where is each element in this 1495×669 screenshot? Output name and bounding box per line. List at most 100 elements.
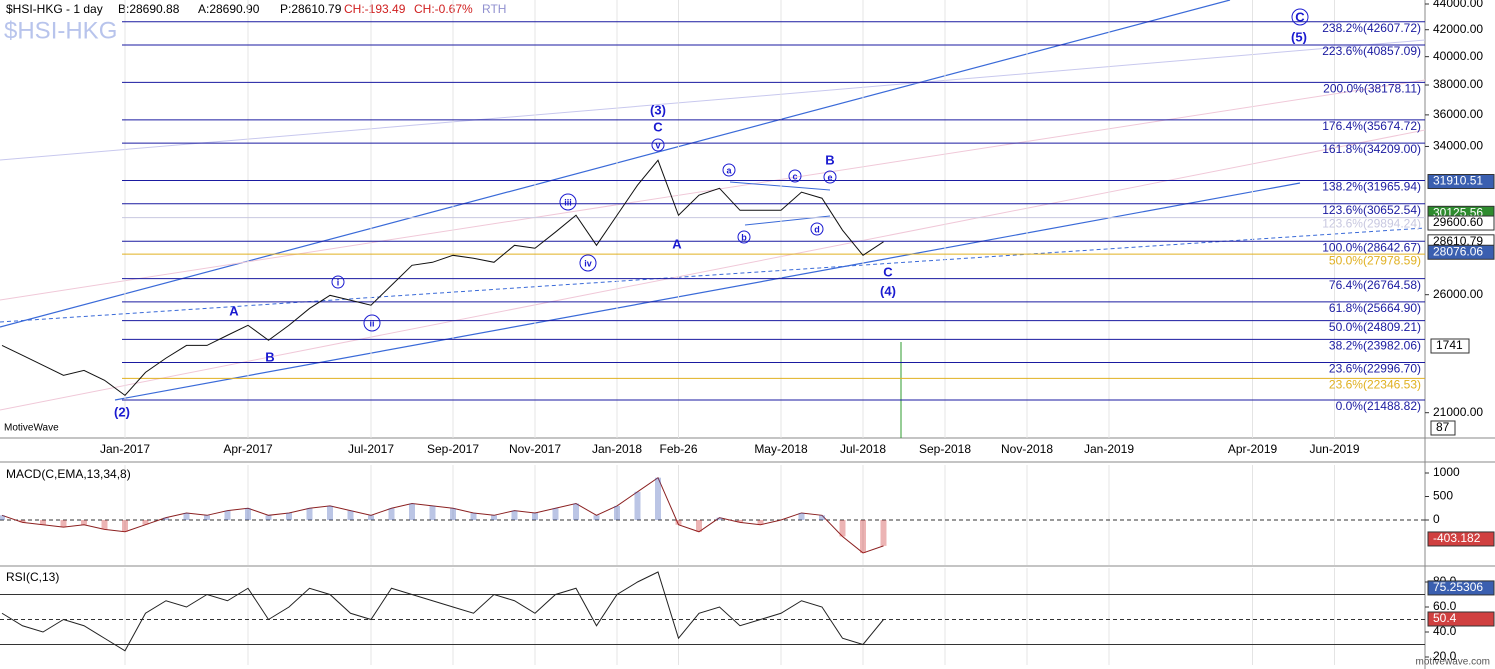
wave-label: B bbox=[825, 152, 834, 167]
price-tag bbox=[1427, 215, 1495, 231]
histogram-bar bbox=[491, 515, 497, 521]
wave-label: a bbox=[726, 165, 732, 175]
guide-line bbox=[0, 129, 1426, 411]
histogram-bar bbox=[224, 510, 231, 521]
change: CH:-193.49 bbox=[344, 2, 406, 16]
x-tick-label: Jul-2017 bbox=[348, 442, 394, 456]
guide-line bbox=[0, 39, 1426, 161]
wave-label: A bbox=[229, 303, 239, 318]
histogram-bar bbox=[101, 520, 108, 530]
wave-circle bbox=[722, 163, 736, 177]
histogram-bar bbox=[327, 505, 333, 521]
wave-circle bbox=[788, 169, 802, 183]
wave-circle bbox=[363, 314, 381, 332]
x-tick-label: Nov-2018 bbox=[1001, 442, 1053, 456]
wave-label: iii bbox=[564, 197, 572, 207]
wave-label: ii bbox=[369, 318, 374, 328]
histogram-bar bbox=[429, 505, 436, 521]
histogram-bar bbox=[880, 520, 887, 546]
wave-label: C bbox=[653, 119, 663, 134]
y-tick-label: 0 bbox=[1433, 512, 1440, 526]
last-price: P:28610.79 bbox=[280, 2, 342, 16]
x-tick-label: Jan-2017 bbox=[100, 442, 150, 456]
side-tag-label: 87 bbox=[1436, 420, 1450, 434]
ask: A:28690.90 bbox=[198, 2, 260, 16]
wave-circle bbox=[559, 193, 577, 211]
histogram-bar bbox=[450, 508, 456, 521]
histogram-bar bbox=[122, 520, 128, 532]
histogram-bar bbox=[388, 508, 395, 521]
fib-label: 223.6%(40857.09) bbox=[1322, 44, 1421, 58]
price-tag-label: 28076.06 bbox=[1433, 244, 1483, 258]
channel-line bbox=[114, 182, 1301, 401]
symbol: $HSI-HKG - 1 day bbox=[6, 2, 103, 16]
x-tick-label: Apr-2019 bbox=[1228, 442, 1278, 456]
x-tick-label: Jun-2019 bbox=[1309, 442, 1359, 456]
wave-circle bbox=[737, 230, 751, 244]
y-tick-label: 1000 bbox=[1433, 465, 1460, 479]
histogram-bar bbox=[19, 520, 26, 523]
price-tag-label: 31910.51 bbox=[1433, 174, 1483, 188]
histogram-bar bbox=[245, 508, 251, 521]
x-tick-label: May-2018 bbox=[754, 442, 808, 456]
histogram-bar bbox=[819, 515, 825, 521]
histogram-bar bbox=[716, 517, 723, 521]
histogram-bar bbox=[675, 520, 682, 525]
channel-line bbox=[0, 0, 1231, 328]
wave-label: v bbox=[655, 140, 660, 150]
x-tick-label: Feb-26 bbox=[659, 442, 697, 456]
triangle-line bbox=[729, 181, 831, 191]
wave-label: B bbox=[265, 349, 274, 364]
x-tick-label: Apr-2017 bbox=[223, 442, 273, 456]
price-tag bbox=[1427, 611, 1495, 627]
panel-title: RSI(C,13) bbox=[6, 570, 59, 584]
price-tag bbox=[1427, 580, 1495, 596]
histogram-bar bbox=[0, 515, 5, 521]
wave-label: b bbox=[741, 232, 747, 242]
histogram-bar bbox=[614, 505, 620, 521]
histogram-bar bbox=[470, 512, 477, 521]
price-tag bbox=[1427, 244, 1495, 260]
histogram-bar bbox=[634, 491, 641, 521]
y-tick-label: 44000.00 bbox=[1433, 0, 1483, 10]
wave-label: A bbox=[672, 236, 682, 251]
wave-circle bbox=[810, 222, 824, 236]
histogram-bar bbox=[655, 477, 661, 521]
wave-circle bbox=[651, 138, 665, 152]
fib-label: 50.0%(27978.59) bbox=[1329, 253, 1421, 267]
watermark: $HSI-HKG bbox=[4, 17, 117, 44]
y-tick-label: 42000.00 bbox=[1433, 22, 1483, 36]
trend-line bbox=[0, 227, 1426, 323]
wave-label: i bbox=[337, 277, 340, 287]
histogram-bar bbox=[573, 503, 579, 521]
wave-label: (5) bbox=[1291, 29, 1307, 44]
histogram-bar bbox=[306, 508, 313, 521]
fib-label: 123.6%(30652.54) bbox=[1322, 203, 1421, 217]
wave-label: c bbox=[792, 171, 797, 181]
fib-label: 161.8%(34209.00) bbox=[1322, 142, 1421, 156]
histogram-bar bbox=[204, 515, 210, 521]
histogram-bar bbox=[368, 515, 374, 521]
wave-label: e bbox=[827, 172, 832, 182]
fib-label: 138.2%(31965.94) bbox=[1322, 180, 1421, 194]
fib-label: 238.2%(42607.72) bbox=[1322, 21, 1421, 35]
wave-circle bbox=[579, 254, 597, 272]
brand: MotiveWave bbox=[4, 423, 59, 434]
x-tick-label: Jul-2018 bbox=[840, 442, 886, 456]
histogram-bar bbox=[593, 515, 600, 521]
guide-line bbox=[0, 79, 1426, 301]
y-tick-label: 34000.00 bbox=[1433, 139, 1483, 153]
histogram-bar bbox=[798, 512, 805, 521]
series-line bbox=[1, 571, 884, 652]
wave-label: C bbox=[883, 264, 893, 279]
series-line bbox=[1, 476, 884, 554]
fib-label: 23.6%(22996.70) bbox=[1329, 362, 1421, 376]
x-tick-label: Sep-2018 bbox=[919, 442, 971, 456]
histogram-bar bbox=[511, 510, 518, 521]
y-tick-label: 21000.00 bbox=[1433, 405, 1483, 419]
x-tick-label: Jan-2018 bbox=[592, 442, 642, 456]
footer: motivewave.com bbox=[1416, 657, 1490, 668]
